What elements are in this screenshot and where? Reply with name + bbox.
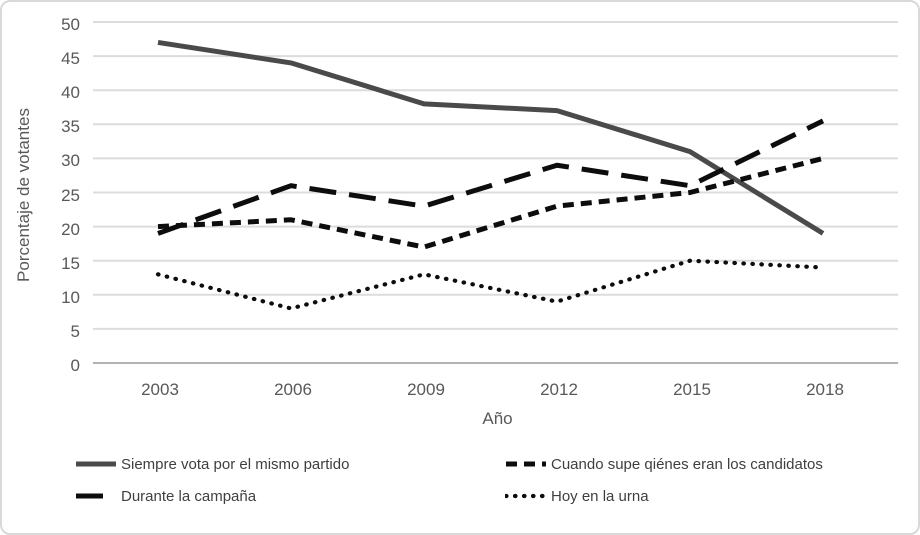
x-tick-label: 2012 [540,380,578,399]
y-tick-label: 5 [70,321,80,341]
legend-item: Cuando supe qiénes eran los candidatos [505,456,885,473]
legend-item: Siempre vota por el mismo partido [75,456,505,473]
chart-legend: Siempre vota por el mismo partido Cuando … [75,448,885,512]
x-tick-label: 2015 [673,380,711,399]
y-tick-label: 10 [61,287,80,307]
legend-label: Cuando supe qiénes eran los candidatos [551,455,823,473]
x-axis-title: Año [482,409,513,428]
y-tick-label: 20 [61,219,80,239]
x-tick-label: 2006 [274,380,312,399]
x-tick-label: 2018 [806,380,844,399]
y-tick-label: 15 [61,253,80,273]
series-line [155,258,826,311]
x-tick-label: 2003 [141,380,179,399]
legend-item: Durante la campaña [75,488,505,505]
legend-marker-long-dash-line [76,493,116,499]
legend-marker-solid-line [76,461,116,467]
legend-item: Hoy en la urna [505,488,885,505]
series-line [157,118,825,236]
series-line [157,39,825,236]
y-tick-label: 0 [70,356,80,375]
y-axis-title: Porcentaje de votantes [14,108,33,282]
legend-label: Siempre vota por el mismo partido [121,455,350,473]
y-tick-label: 45 [61,49,80,69]
y-tick-label: 40 [61,83,80,103]
legend-marker-dashed-line [506,461,546,467]
y-tick-label: 25 [61,185,80,205]
legend-label: Durante la campaña [121,487,257,505]
y-tick-label: 30 [61,151,80,171]
legend-label: Hoy en la urna [551,487,649,505]
y-tick-label: 35 [61,117,80,137]
legend-marker-dotted-line [505,493,547,499]
y-tick-label: 50 [61,15,80,34]
x-tick-label: 2009 [407,380,445,399]
series-line [157,155,824,250]
